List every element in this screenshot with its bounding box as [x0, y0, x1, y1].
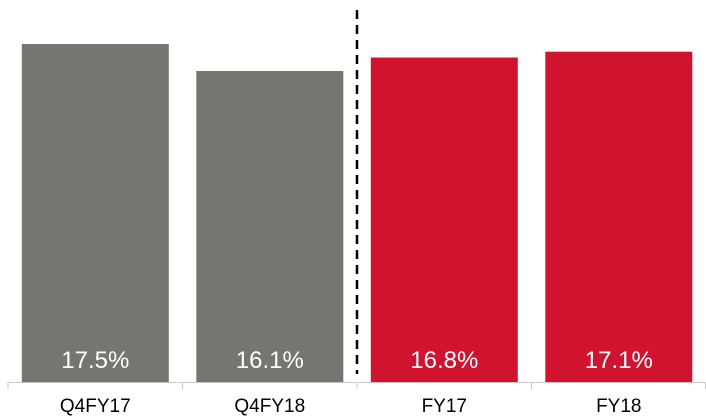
- bar-fy17: [370, 57, 518, 382]
- x-axis-labels: Q4FY17 Q4FY18 FY17 FY18: [60, 396, 642, 417]
- bar-q4fy18: [196, 71, 344, 382]
- value-label-fy18: 17.1%: [585, 347, 653, 374]
- x-tick-label-q4fy18: Q4FY18: [234, 396, 305, 417]
- value-label-q4fy17: 17.5%: [61, 347, 129, 374]
- bar-q4fy17: [21, 44, 169, 382]
- x-tick-label-fy18: FY18: [596, 396, 641, 417]
- value-labels-group: 17.5% 16.1% 16.8% 17.1%: [61, 347, 653, 374]
- value-label-fy17: 16.8%: [410, 347, 478, 374]
- x-tick-label-q4fy17: Q4FY17: [60, 396, 131, 417]
- x-tick-label-fy17: FY17: [422, 396, 467, 417]
- bars-group: [21, 44, 693, 382]
- bar-fy18: [545, 51, 693, 382]
- x-axis-ticks: [7, 382, 706, 389]
- value-label-q4fy18: 16.1%: [236, 347, 304, 374]
